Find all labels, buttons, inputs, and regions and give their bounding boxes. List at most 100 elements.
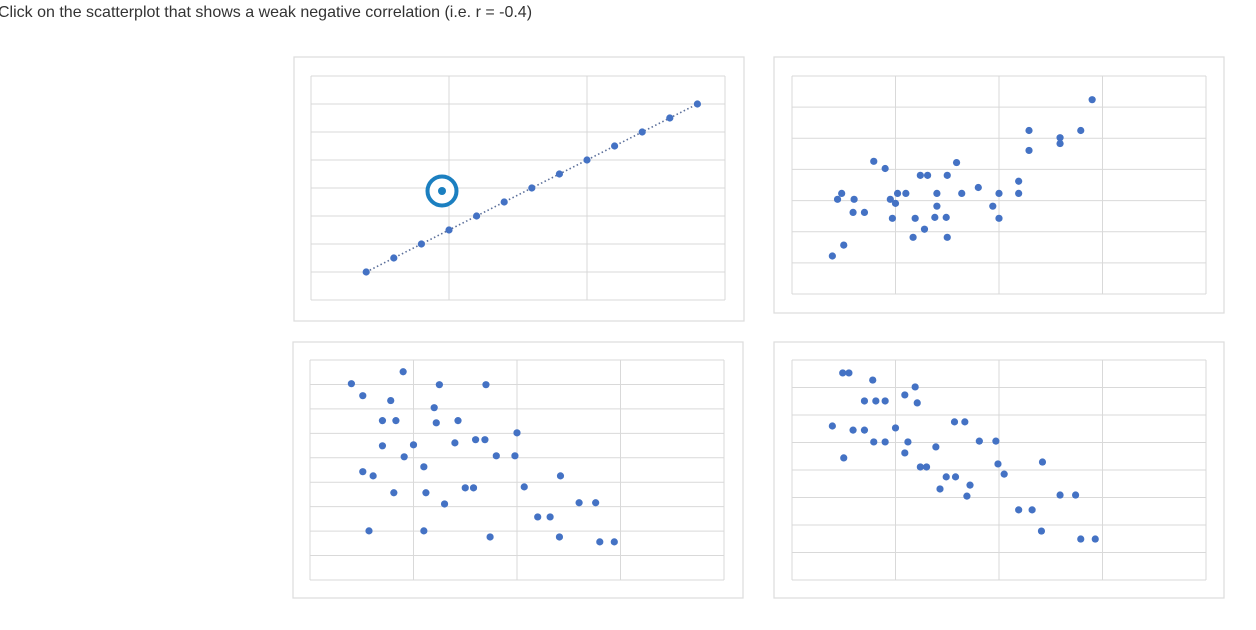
data-point xyxy=(556,472,565,480)
data-point xyxy=(387,396,395,405)
data-point xyxy=(975,437,983,445)
data-point xyxy=(933,202,941,210)
data-point xyxy=(989,202,997,210)
data-point xyxy=(575,499,583,507)
data-point xyxy=(909,233,917,241)
data-point xyxy=(893,189,902,198)
data-point xyxy=(583,156,591,164)
data-point xyxy=(638,128,646,136)
data-point xyxy=(390,254,398,262)
data-point xyxy=(666,114,674,122)
data-point xyxy=(839,369,847,377)
data-point xyxy=(1015,177,1023,185)
data-point xyxy=(534,513,542,521)
data-point xyxy=(901,391,909,399)
data-point xyxy=(828,422,836,430)
data-point xyxy=(1015,189,1023,198)
data-point xyxy=(359,392,367,400)
data-point xyxy=(445,226,453,234)
data-point xyxy=(901,449,909,457)
data-point xyxy=(1088,96,1096,104)
data-point xyxy=(486,533,494,541)
data-point xyxy=(417,240,425,248)
data-point xyxy=(1077,535,1085,543)
data-point xyxy=(942,473,950,481)
data-point xyxy=(555,170,564,178)
data-point xyxy=(952,158,961,167)
data-point xyxy=(1000,470,1008,478)
data-point xyxy=(422,489,430,497)
data-point xyxy=(555,533,564,541)
data-point xyxy=(420,463,428,471)
data-point xyxy=(860,397,869,405)
data-point xyxy=(511,452,519,460)
data-point xyxy=(500,198,508,206)
data-point xyxy=(888,214,896,222)
data-point xyxy=(860,208,869,217)
data-point xyxy=(528,184,536,192)
option-frame[interactable] xyxy=(293,56,745,322)
data-point xyxy=(860,426,869,434)
question-prompt: Click on the scatterplot that shows a we… xyxy=(0,4,532,21)
data-point xyxy=(430,404,438,412)
data-point xyxy=(913,399,921,407)
data-point xyxy=(1056,491,1064,499)
data-point xyxy=(473,212,481,220)
data-point xyxy=(886,195,894,203)
data-point xyxy=(451,439,459,447)
data-point xyxy=(362,268,370,276)
data-point xyxy=(838,189,846,198)
data-point xyxy=(1037,527,1046,535)
data-point xyxy=(911,383,919,391)
data-point xyxy=(461,484,469,492)
scatterplot-option[interactable] xyxy=(773,341,1225,599)
data-point xyxy=(392,417,400,425)
data-point xyxy=(454,417,462,425)
data-point xyxy=(872,397,880,405)
data-point xyxy=(347,380,355,388)
data-point xyxy=(916,171,924,179)
data-point xyxy=(950,418,959,426)
data-point xyxy=(891,199,900,207)
data-point xyxy=(974,183,982,192)
data-point xyxy=(849,208,857,217)
data-point xyxy=(1091,535,1099,543)
data-point xyxy=(610,538,618,546)
data-point xyxy=(963,492,971,500)
data-point xyxy=(891,424,900,432)
data-point xyxy=(520,483,528,491)
data-point xyxy=(409,441,418,449)
scatterplot-option[interactable] xyxy=(292,341,744,599)
data-point xyxy=(1077,126,1085,135)
data-point xyxy=(943,171,951,179)
data-point xyxy=(995,189,1003,198)
data-point xyxy=(936,485,944,493)
data-point xyxy=(469,484,478,492)
data-point xyxy=(693,100,702,108)
data-point xyxy=(432,419,440,427)
selection-dot xyxy=(438,187,446,195)
data-point xyxy=(420,527,428,535)
data-point xyxy=(833,195,842,203)
data-point xyxy=(933,189,941,198)
data-point xyxy=(378,417,387,425)
scatterplot-option[interactable] xyxy=(293,56,745,322)
data-point xyxy=(961,418,969,426)
data-point xyxy=(481,436,489,444)
data-point xyxy=(1056,139,1064,148)
data-point xyxy=(546,513,554,521)
data-point xyxy=(435,381,443,389)
data-point xyxy=(840,241,848,249)
data-point xyxy=(1025,146,1033,155)
data-point xyxy=(1071,491,1080,499)
data-point xyxy=(943,233,951,241)
data-point xyxy=(870,438,878,446)
data-point xyxy=(828,252,836,260)
data-point xyxy=(911,214,919,222)
scatterplot-option[interactable] xyxy=(773,56,1225,314)
data-point xyxy=(923,171,932,179)
data-point xyxy=(1025,126,1033,135)
data-point xyxy=(942,213,950,221)
data-point xyxy=(840,454,848,462)
